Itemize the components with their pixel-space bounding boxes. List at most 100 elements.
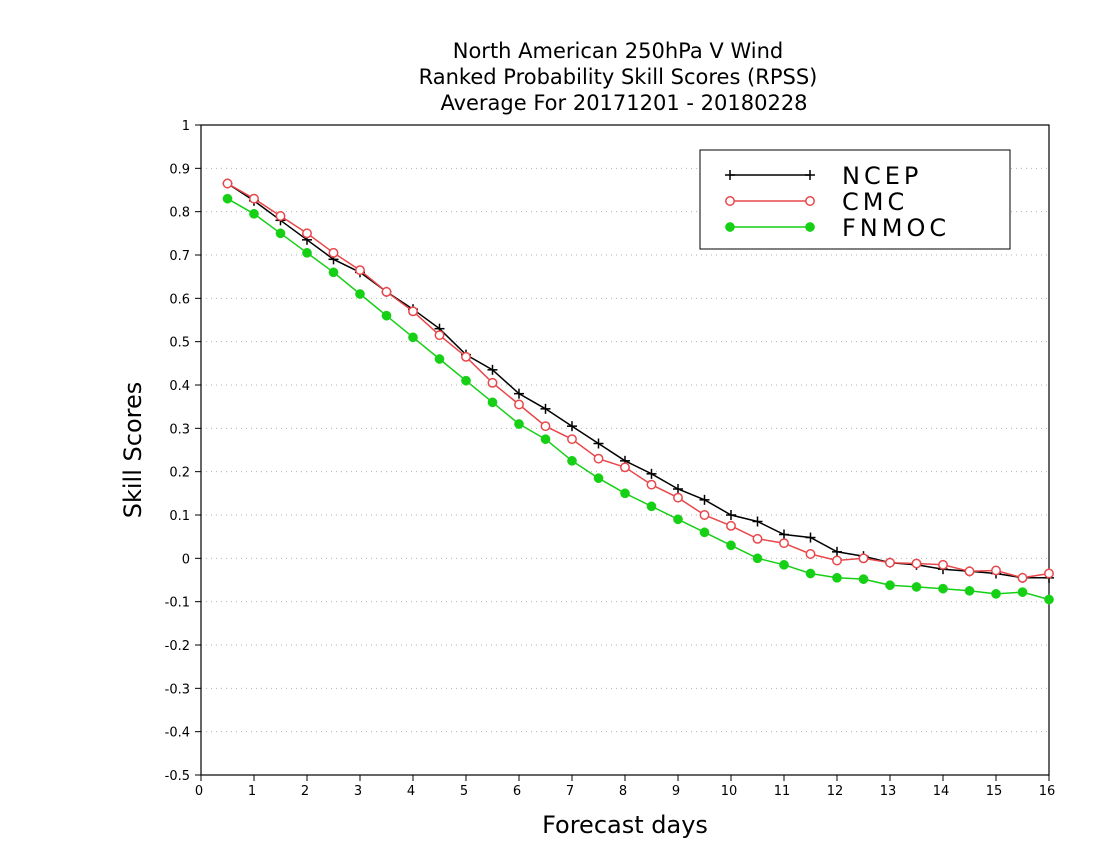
data-point-cmc — [275, 211, 286, 221]
data-point-cmc — [699, 510, 710, 520]
x-tick-label: 0 — [195, 784, 203, 799]
x-tick-label: 7 — [566, 784, 574, 799]
data-point-fnmoc — [1017, 587, 1028, 597]
x-tick-label: 5 — [460, 784, 468, 799]
y-axis-label: Skill Scores — [119, 382, 147, 519]
x-tick-label: 9 — [672, 784, 680, 799]
data-point-fnmoc — [434, 354, 445, 364]
legend-label: NCEP — [842, 162, 922, 190]
data-point-fnmoc — [832, 572, 842, 583]
y-tick-label: 0.1 — [169, 509, 190, 524]
data-point-cmc — [355, 265, 365, 276]
x-tick-label: 12 — [827, 784, 844, 799]
data-point-cmc — [832, 555, 842, 566]
x-tick-label: 15 — [986, 784, 1003, 799]
data-point-ncep — [540, 403, 551, 414]
data-point-cmc — [593, 453, 604, 464]
data-point-ncep — [725, 170, 735, 180]
data-point-ncep — [805, 532, 816, 543]
title-line-1: North American 250hPa V Wind — [453, 39, 784, 63]
y-tick-label: 0.8 — [169, 206, 190, 221]
data-point-ncep — [699, 494, 710, 505]
data-point-cmc — [673, 492, 683, 503]
data-point-fnmoc — [381, 310, 392, 321]
x-tick-label: 11 — [774, 784, 791, 799]
x-tick-label: 2 — [301, 784, 309, 799]
y-tick-label: 0.4 — [169, 379, 190, 394]
x-tick-label: 10 — [721, 784, 738, 799]
x-tick-label: 6 — [513, 784, 521, 799]
data-point-ncep — [726, 510, 736, 520]
data-point-cmc — [620, 462, 630, 473]
data-point-cmc — [991, 565, 1001, 576]
axis-ticks: 1 0.9 0.8 0.7 0.6 0.5 0.4 0.3 0.2 0.1 0 -0.1 -0.2 -0.… — [165, 119, 1056, 799]
y-tick-label: 0.9 — [169, 162, 190, 177]
legend-label: CMC — [842, 188, 908, 216]
data-point-fnmoc — [699, 527, 710, 538]
legend-item-fnmoc: FNMOC — [725, 214, 946, 242]
data-point-ncep — [487, 364, 498, 375]
data-point-cmc — [911, 558, 922, 569]
data-point-fnmoc — [779, 559, 789, 570]
data-point-fnmoc — [805, 222, 815, 232]
data-point-fnmoc — [514, 419, 524, 429]
data-point-fnmoc — [328, 267, 339, 278]
data-point-cmc — [725, 196, 735, 206]
data-point-ncep — [593, 438, 604, 449]
data-point-ncep — [779, 529, 789, 540]
y-tick-label: 0.3 — [169, 422, 190, 437]
data-point-cmc — [222, 178, 233, 189]
data-point-cmc — [805, 196, 815, 206]
chart-title: North American 250hPa V Wind Ranked Prob… — [419, 39, 818, 115]
data-point-cmc — [461, 351, 471, 362]
x-tick-label: 4 — [407, 784, 415, 799]
y-tick-label: -0.3 — [165, 682, 190, 697]
data-point-cmc — [487, 377, 498, 388]
y-tick-label: 0.2 — [169, 466, 190, 481]
data-point-fnmoc — [725, 222, 735, 232]
data-point-cmc — [858, 553, 869, 564]
x-axis-label: Forecast days — [542, 811, 708, 839]
legend-item-ncep: NCEP — [725, 162, 922, 190]
x-tick-label: 8 — [619, 784, 627, 799]
data-point-cmc — [1017, 572, 1028, 583]
data-point-fnmoc — [461, 375, 471, 386]
data-point-fnmoc — [593, 473, 604, 484]
series-fnmoc — [222, 193, 1054, 605]
data-point-fnmoc — [567, 455, 577, 466]
data-point-fnmoc — [673, 514, 683, 525]
data-point-fnmoc — [885, 580, 895, 591]
data-point-cmc — [1044, 568, 1054, 579]
data-point-fnmoc — [964, 585, 975, 596]
x-tick-label: 1 — [248, 784, 256, 799]
data-point-ncep — [646, 468, 657, 479]
y-tick-label: -0.2 — [165, 639, 190, 654]
data-point-cmc — [779, 538, 789, 549]
data-point-ncep — [752, 516, 763, 527]
data-point-cmc — [964, 566, 975, 577]
data-point-cmc — [328, 247, 339, 258]
data-point-fnmoc — [408, 332, 418, 343]
x-tick-label: 3 — [354, 784, 362, 799]
data-point-cmc — [408, 306, 418, 317]
data-point-cmc — [726, 520, 736, 531]
data-point-cmc — [249, 193, 259, 204]
data-point-fnmoc — [249, 208, 259, 219]
data-point-cmc — [885, 557, 895, 568]
data-point-cmc — [938, 559, 948, 570]
y-tick-label: 0.5 — [169, 336, 190, 351]
data-point-ncep — [805, 170, 815, 180]
data-point-cmc — [646, 479, 657, 490]
data-point-fnmoc — [911, 582, 922, 592]
x-tick-label: 14 — [933, 784, 950, 799]
series-cmc — [222, 178, 1054, 583]
y-tick-label: -0.4 — [165, 726, 190, 741]
data-point-fnmoc — [646, 501, 657, 512]
legend-item-cmc: CMC — [725, 188, 908, 216]
data-point-ncep — [832, 546, 842, 557]
series-line-fnmoc — [227, 198, 1050, 601]
data-point-cmc — [434, 330, 445, 341]
x-tick-label: 16 — [1039, 784, 1056, 799]
